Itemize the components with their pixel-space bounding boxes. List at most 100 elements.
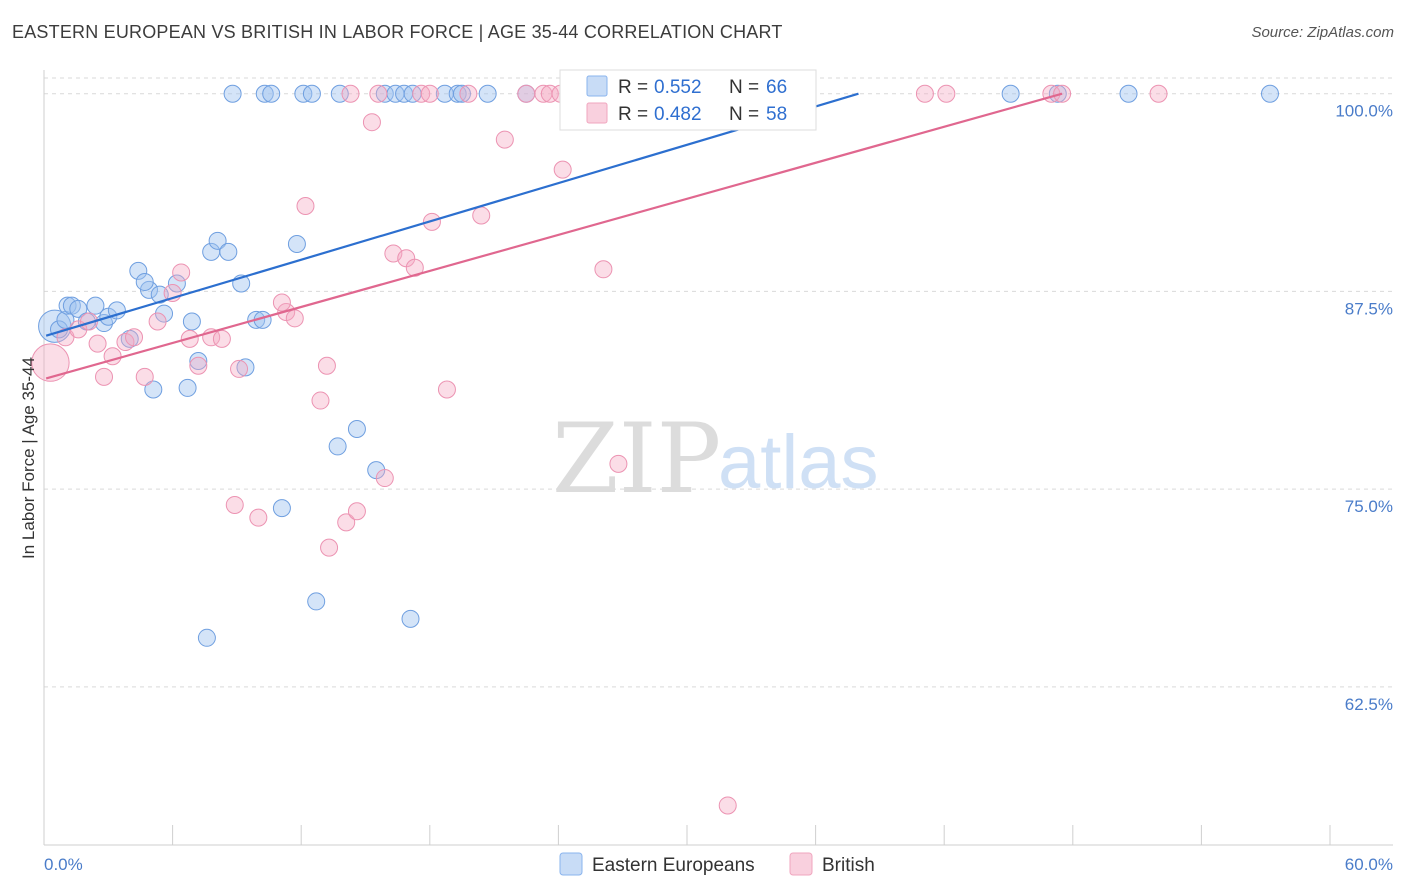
point-british <box>718 796 737 815</box>
point-eastern-europeans <box>189 352 208 371</box>
point-british <box>472 206 491 225</box>
point-british <box>135 367 154 386</box>
point-british <box>88 334 107 353</box>
point-british <box>249 508 268 527</box>
point-british <box>148 312 167 331</box>
point-british <box>337 513 356 532</box>
point-british <box>272 293 291 312</box>
legend-swatch-eastern-europeans[interactable] <box>559 852 583 876</box>
point-british <box>375 469 394 488</box>
point-british <box>296 197 315 216</box>
point-british <box>56 328 75 347</box>
legend-n-label: N = <box>729 77 759 98</box>
legend-n-label: N = <box>729 104 759 125</box>
chart-source: Source: ZipAtlas.com <box>1251 24 1394 41</box>
trend-line-eastern-europeans <box>45 92 859 337</box>
trend-lines <box>45 92 1063 380</box>
legend-r-label: R = <box>618 104 648 125</box>
point-british <box>317 356 336 375</box>
point-british <box>125 328 144 347</box>
y-tick-label: 75.0% <box>1345 497 1393 516</box>
point-eastern-europeans <box>375 84 394 103</box>
point-eastern-europeans <box>287 234 306 253</box>
point-eastern-europeans <box>1001 84 1020 103</box>
legend-swatch-british <box>586 102 608 124</box>
legend-label-eastern-europeans: Eastern Europeans <box>592 855 755 876</box>
point-british <box>540 84 559 103</box>
point-eastern-europeans <box>107 301 126 320</box>
point-british <box>172 263 191 282</box>
point-eastern-europeans <box>178 378 197 397</box>
point-british <box>594 260 613 279</box>
y-tick-label: 62.5% <box>1345 695 1393 714</box>
point-eastern-europeans <box>302 84 321 103</box>
point-eastern-europeans <box>1260 84 1279 103</box>
point-british <box>517 84 536 103</box>
point-british <box>189 356 208 375</box>
point-british <box>320 538 339 557</box>
point-british <box>937 84 956 103</box>
point-eastern-europeans <box>1119 84 1138 103</box>
watermark-atlas: atlas <box>718 420 879 505</box>
chart-title: EASTERN EUROPEAN VS BRITISH IN LABOR FOR… <box>12 22 783 42</box>
point-eastern-europeans <box>272 499 291 518</box>
trend-line-british <box>45 92 1063 380</box>
legend-r-label: R = <box>618 77 648 98</box>
point-eastern-europeans <box>219 242 238 261</box>
point-british <box>915 84 934 103</box>
point-british <box>609 454 628 473</box>
point-eastern-europeans <box>328 437 347 456</box>
point-eastern-europeans <box>182 312 201 331</box>
point-british <box>437 380 456 399</box>
watermark-zip: ZIP <box>552 403 721 515</box>
legend-label-british: British <box>822 855 875 876</box>
y-axis-title: In Labor Force | Age 35-44 <box>19 357 38 559</box>
point-british <box>347 502 366 521</box>
point-british <box>95 367 114 386</box>
point-eastern-europeans <box>255 84 274 103</box>
point-british <box>31 343 70 382</box>
axes <box>43 70 1393 846</box>
point-eastern-europeans <box>150 285 169 304</box>
point-eastern-europeans <box>144 380 163 399</box>
x-tick-label-max: 60.0% <box>1345 855 1393 874</box>
point-british <box>116 333 135 352</box>
point-eastern-europeans <box>1048 84 1067 103</box>
point-british <box>311 391 330 410</box>
point-eastern-europeans <box>223 84 242 103</box>
watermark: ZIP atlas <box>552 403 879 515</box>
point-british <box>420 84 439 103</box>
point-eastern-europeans <box>448 84 467 103</box>
correlation-legend: R = 0.552 N = 66 R = 0.482 N = 58 <box>559 69 817 131</box>
point-british <box>230 359 249 378</box>
point-british <box>1149 84 1168 103</box>
point-eastern-europeans <box>58 296 77 315</box>
point-eastern-europeans <box>86 296 105 315</box>
point-british <box>285 309 304 328</box>
legend-swatch-eastern-europeans <box>586 75 608 97</box>
point-eastern-europeans <box>452 84 471 103</box>
y-tick-label: 87.5% <box>1345 299 1393 318</box>
point-eastern-europeans <box>129 261 148 280</box>
point-eastern-europeans <box>307 592 326 611</box>
point-british <box>369 84 388 103</box>
point-eastern-europeans <box>167 274 186 293</box>
y-tick-labels: 100.0% 87.5% 75.0% 62.5% <box>1335 102 1393 714</box>
legend-r-value: 0.482 <box>654 104 702 125</box>
point-british <box>225 495 244 514</box>
point-british <box>212 329 231 348</box>
point-eastern-europeans <box>401 609 420 628</box>
legend-swatch-british[interactable] <box>789 852 813 876</box>
point-british <box>341 84 360 103</box>
point-eastern-europeans <box>236 358 255 377</box>
point-eastern-europeans <box>330 84 349 103</box>
gridlines <box>44 77 1393 688</box>
point-british <box>553 160 572 179</box>
series-legend: Eastern Europeans British <box>559 852 875 876</box>
point-eastern-europeans <box>197 628 216 647</box>
point-british <box>495 130 514 149</box>
point-eastern-europeans <box>262 84 281 103</box>
point-eastern-europeans <box>478 84 497 103</box>
point-eastern-europeans <box>69 299 88 318</box>
point-british <box>459 84 478 103</box>
